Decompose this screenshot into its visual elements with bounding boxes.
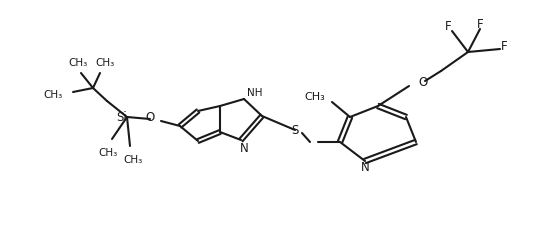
Text: F: F bbox=[477, 18, 483, 31]
Text: CH₃: CH₃ bbox=[304, 92, 325, 101]
Text: O: O bbox=[418, 75, 427, 88]
Text: Si: Si bbox=[116, 111, 127, 124]
Text: F: F bbox=[501, 40, 507, 53]
Text: O: O bbox=[146, 111, 155, 124]
Text: CH₃: CH₃ bbox=[123, 154, 143, 164]
Text: CH₃: CH₃ bbox=[95, 58, 115, 68]
Text: F: F bbox=[445, 19, 451, 32]
Text: S: S bbox=[291, 124, 298, 137]
Text: CH₃: CH₃ bbox=[99, 147, 118, 157]
Text: CH₃: CH₃ bbox=[68, 58, 87, 68]
Text: N: N bbox=[240, 141, 249, 154]
Text: N: N bbox=[361, 161, 370, 174]
Text: NH: NH bbox=[247, 88, 263, 98]
Text: CH₃: CH₃ bbox=[44, 90, 63, 99]
